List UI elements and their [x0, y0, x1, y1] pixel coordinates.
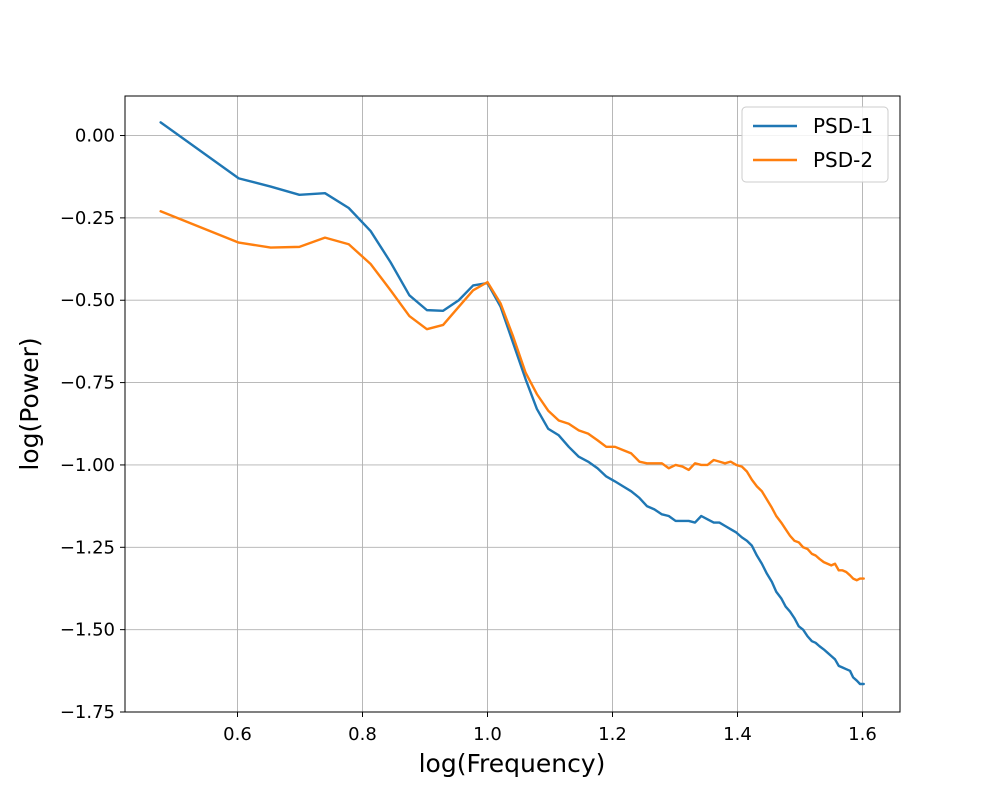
legend-label-psd-1: PSD-1: [813, 114, 873, 138]
x-axis-ticks: 0.6 0.8 1.0 1.2 1.4 1.6: [223, 712, 877, 745]
series-line-psd-1: [159, 121, 865, 686]
plot-frame: [124, 95, 901, 713]
y-tick-label: −1.00: [60, 455, 115, 476]
y-tick-label: 0.00: [75, 126, 115, 147]
y-tick-label: −1.25: [60, 537, 115, 558]
y-tick-label: −0.50: [60, 290, 115, 311]
x-axis-title: log(Frequency): [419, 749, 606, 778]
legend: PSD-1 PSD-2: [741, 106, 889, 183]
y-axis-title: log(Power): [15, 337, 44, 470]
y-tick-label: −1.75: [60, 702, 115, 723]
series-line-psd-2: [159, 210, 865, 582]
y-tick-label: −0.75: [60, 373, 115, 394]
x-tick-label: 1.2: [598, 724, 627, 745]
x-tick-label: 0.6: [223, 724, 252, 745]
legend-label-psd-2: PSD-2: [813, 148, 873, 172]
x-tick-label: 1.4: [723, 724, 752, 745]
y-tick-label: −0.25: [60, 208, 115, 229]
y-tick-label: −1.50: [60, 620, 115, 641]
x-tick-label: 1.6: [848, 724, 877, 745]
x-tick-label: 0.8: [348, 724, 377, 745]
x-tick-label: 1.0: [473, 724, 502, 745]
series-lines: [159, 121, 865, 686]
y-axis-ticks: 0.00 −0.25 −0.50 −0.75 −1.00 −1.25 −1.50 −1.75: [60, 126, 125, 723]
